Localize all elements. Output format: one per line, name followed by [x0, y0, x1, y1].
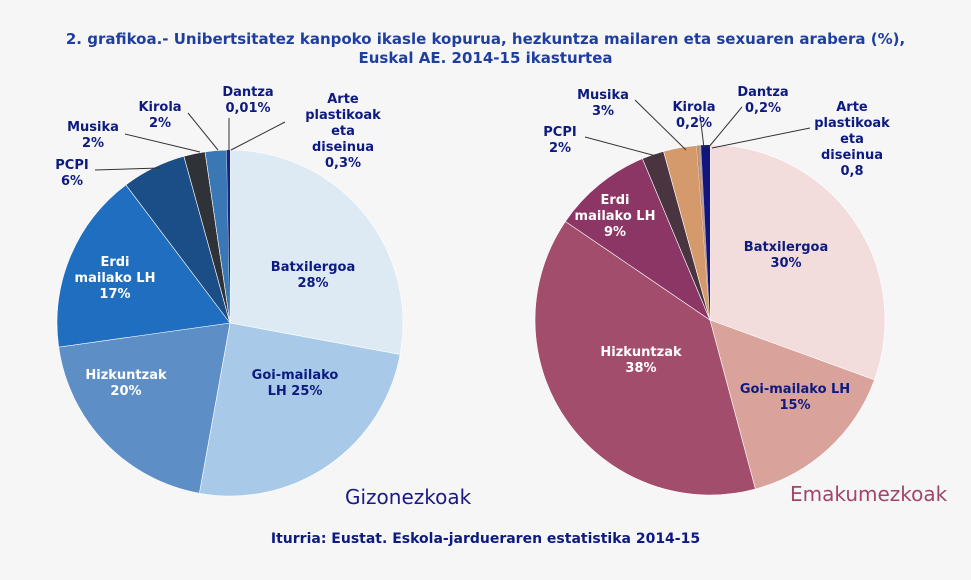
- pie-slice-men-hizkuntzak: [58, 322, 231, 494]
- pie-slice-women-hizkuntzak: [534, 221, 756, 496]
- pie-slice-women-musika: [663, 145, 711, 321]
- pie-slice-men-arte-plastikoak: [226, 150, 230, 323]
- data-label-men-kirola: Kirola 2%: [138, 100, 182, 131]
- pie-slice-men-dantza: [226, 150, 230, 323]
- data-label-men-erdi-mailako-lh: Erdi mailako LH 17%: [74, 255, 156, 302]
- data-label-men-arte-plastikoak: Arte plastikoak eta diseinua 0,3%: [305, 92, 381, 171]
- leader-line: [124, 133, 201, 153]
- data-label-men-dantza: Dantza 0,01%: [222, 85, 274, 116]
- source-note: Iturria: Eustat. Eskola-jardueraren esta…: [270, 531, 701, 547]
- leader-line: [699, 114, 705, 149]
- data-label-men-batxilergoa: Batxilergoa 28%: [270, 260, 356, 291]
- pie-slice-women-arte-plastikoak: [701, 145, 710, 320]
- data-label-women-musika: Musika 3%: [577, 88, 629, 119]
- leader-line: [634, 99, 687, 151]
- pie-slice-men-kirola: [204, 149, 231, 324]
- data-label-women-goi-mailako-lh: Goi-mailako LH 15%: [739, 382, 851, 413]
- data-label-women-arte-plastikoak: Arte plastikoak eta diseinua 0,8: [814, 100, 890, 179]
- data-label-men-musika: Musika 2%: [67, 120, 119, 151]
- pie-slice-women-goi-mailako-lh: [709, 319, 875, 490]
- leader-line: [187, 112, 219, 151]
- chart-title-line2: Euskal AE. 2014-15 ikasturtea: [358, 49, 613, 67]
- pie-title-women: Emakumezkoak: [790, 482, 948, 506]
- data-label-women-pcpi: PCPI 2%: [543, 125, 577, 156]
- pie-slice-women-erdi-mailako-lh: [564, 158, 711, 321]
- pie-slice-men-goi-mailako-lh: [198, 322, 401, 497]
- data-label-women-batxilergoa: Batxilergoa 30%: [743, 240, 829, 271]
- data-label-women-erdi-mailako-lh: Erdi mailako LH 9%: [574, 193, 656, 240]
- pie-title-men: Gizonezkoak: [345, 485, 472, 509]
- data-label-women-dantza: Dantza 0,2%: [737, 85, 789, 116]
- leader-line: [707, 106, 743, 149]
- chart-title-line1: 2. grafikoa.- Unibertsitatez kanpoko ika…: [65, 30, 906, 48]
- data-label-women-hizkuntzak: Hizkuntzak 38%: [600, 345, 682, 376]
- pie-slice-men-batxilergoa: [229, 149, 404, 355]
- pie-slice-men-erdi-mailako-lh: [56, 184, 231, 348]
- leader-line: [94, 167, 161, 171]
- data-label-women-kirola: Kirola 0,2%: [672, 100, 716, 131]
- data-label-men-hizkuntzak: Hizkuntzak 20%: [85, 368, 167, 399]
- leader-line: [584, 136, 661, 158]
- leader-line: [230, 121, 286, 151]
- data-label-men-goi-mailako-lh: Goi-mailako LH 25%: [251, 368, 339, 399]
- leader-line: [711, 127, 811, 149]
- data-label-men-pcpi: PCPI 6%: [55, 158, 89, 189]
- pie-slice-women-batxilergoa: [709, 144, 886, 381]
- pie-slice-women-kirola: [696, 145, 710, 320]
- pie-slice-women-dantza: [698, 145, 710, 320]
